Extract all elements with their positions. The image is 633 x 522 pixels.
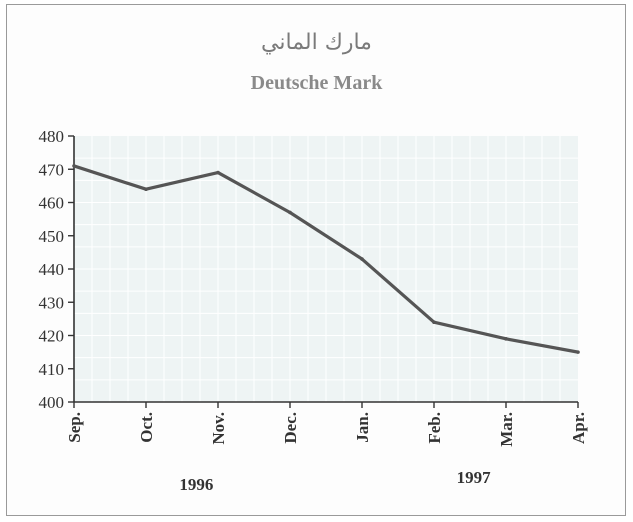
y-tick-label: 420 bbox=[39, 327, 65, 346]
chart-subtitle: Deutsche Mark bbox=[250, 72, 383, 94]
y-tick-label: 470 bbox=[39, 160, 65, 179]
year-label: 1996 bbox=[179, 475, 213, 494]
y-tick-label: 440 bbox=[39, 260, 65, 279]
y-tick-label: 430 bbox=[39, 293, 65, 312]
data-point bbox=[216, 170, 220, 175]
y-tick-label: 480 bbox=[39, 127, 65, 146]
data-point bbox=[504, 337, 508, 341]
x-tick-label: Jan. bbox=[353, 412, 372, 443]
chart-title: مارك الماني bbox=[261, 30, 372, 55]
data-point bbox=[72, 164, 76, 168]
y-tick-label: 400 bbox=[39, 393, 65, 412]
x-tick-label: Apr. bbox=[569, 412, 588, 444]
data-point bbox=[360, 257, 364, 261]
year-label: 1997 bbox=[457, 468, 492, 487]
x-tick-label: Sep. bbox=[65, 412, 84, 443]
data-point bbox=[144, 187, 148, 191]
y-tick-label: 410 bbox=[39, 360, 65, 379]
series-line bbox=[73, 164, 579, 354]
y-tick-label: 450 bbox=[39, 227, 65, 246]
x-tick-label: Feb. bbox=[425, 412, 444, 444]
y-tick-label: 460 bbox=[39, 194, 65, 213]
x-tick-label: Mar. bbox=[497, 412, 516, 447]
x-tick-label: Nov. bbox=[209, 412, 228, 445]
data-point bbox=[576, 350, 580, 354]
data-point bbox=[432, 320, 436, 325]
data-point bbox=[288, 210, 292, 215]
x-tick-label: Oct. bbox=[137, 412, 156, 443]
x-tick-label: Dec. bbox=[281, 412, 300, 444]
